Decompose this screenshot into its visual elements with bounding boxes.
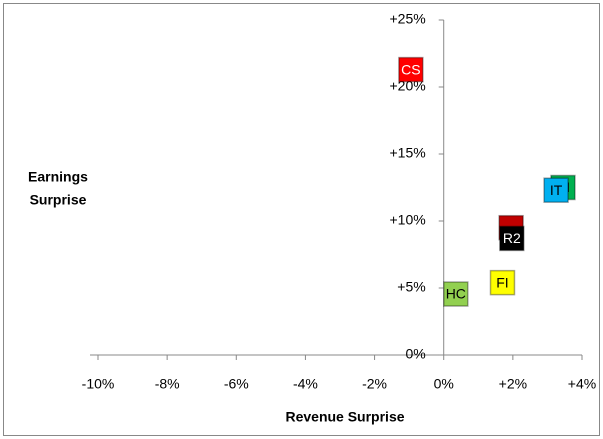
x-tick-label: -10% [82,376,115,392]
y-axis-title: Surprise [30,192,87,208]
point-label: FI [496,274,508,290]
x-axis-title: Revenue Surprise [285,409,404,425]
x-tick-label: +4% [568,376,596,392]
y-tick-label: +25% [390,11,426,27]
point [398,56,424,83]
point [499,225,525,252]
point-label: HC [446,286,466,302]
x-tick-label: -4% [293,376,318,392]
point [443,281,469,307]
x-tick-label: -8% [155,376,180,392]
x-tick-label: 0% [434,376,454,392]
point [543,177,569,203]
y-tick-label: +15% [390,145,426,161]
y-tick-label: 0% [405,346,425,362]
x-tick-label: -2% [362,376,387,392]
x-tick-label: -6% [224,376,249,392]
y-tick-label: +20% [390,78,426,94]
y-tick-label: +5% [397,279,425,295]
y-tick-label: +10% [390,212,426,228]
y-axis-title: Earnings [28,169,88,185]
point-label: IT [550,182,563,198]
point [489,269,516,296]
point-label: R2 [503,230,521,246]
x-tick-label: +2% [499,376,527,392]
point-label: CS [401,61,420,77]
